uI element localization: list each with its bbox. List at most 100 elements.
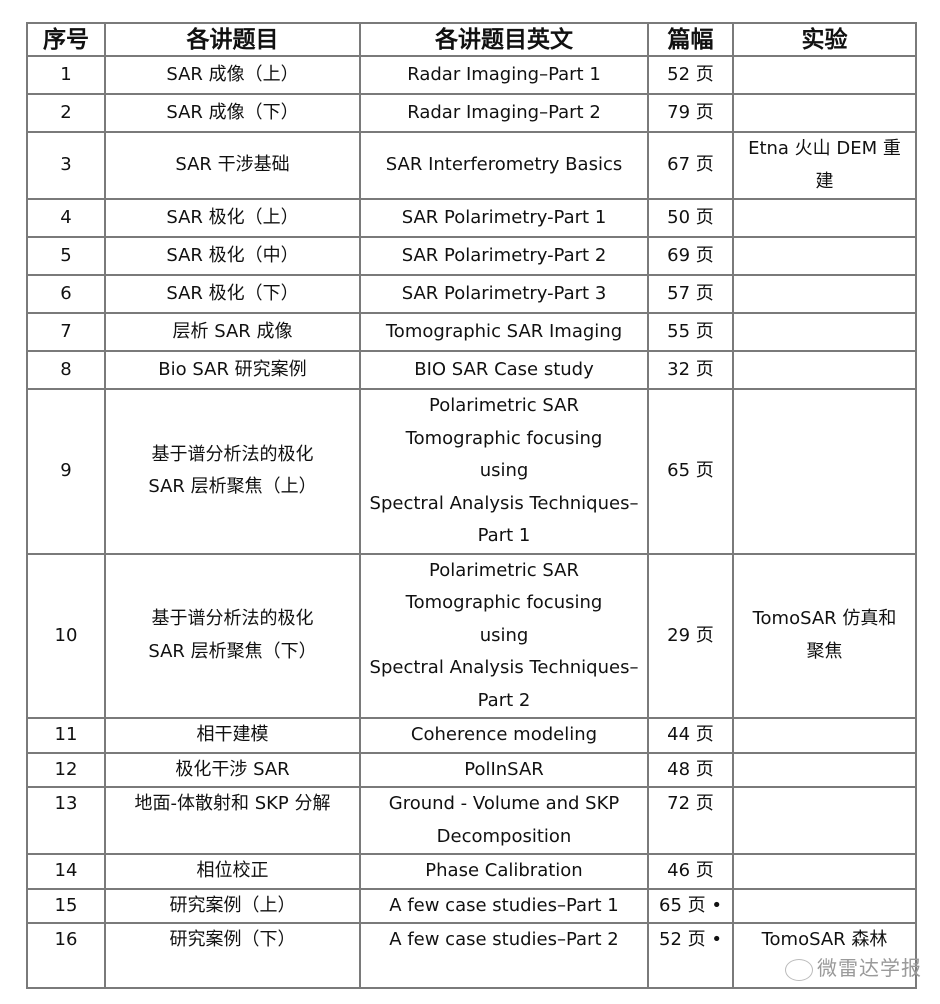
cell-line: SAR 极化（中） [166,244,299,266]
cell-line: SAR Polarimetry-Part 1 [401,206,607,228]
cell-no: 8 [26,350,106,390]
table-row: 10 基于谱分析法的极化 SAR 层析聚焦（下） Polarimetric SAR To… [26,552,917,719]
cell-line: A few case studies–Part 2 [389,929,619,950]
cell-title-cn: SAR 极化（下） [104,274,361,314]
cell-title-en: PolInSAR [359,751,649,788]
cell-line: 地面-体散射和 SKP 分解 [134,793,331,814]
cell-lab [732,274,917,314]
cell-no: 12 [26,751,106,788]
cell-lab [732,786,917,855]
cell-line: 研究案例（上） [169,894,296,916]
cell-no: 4 [26,198,106,238]
cell-title-cn: SAR 极化（上） [104,198,361,238]
cell-no: 9 [26,388,106,555]
table-row: 4 SAR 极化（上） SAR Polarimetry-Part 1 50 页 [26,198,917,238]
cell-title-en: SAR Polarimetry-Part 2 [359,236,649,276]
cell-no: 13 [26,786,106,855]
cell-no: 16 [26,922,106,989]
cell-line: 层析 SAR 成像 [172,320,293,342]
watermark: 微雷达学报 [785,952,922,981]
cell-title-en: Coherence modeling [359,717,649,754]
cell-line: 相干建模 [196,724,269,745]
wechat-icon [785,958,813,981]
cell-title-en: Radar Imaging–Part 2 [359,93,649,133]
cell-title-cn: SAR 极化（中） [104,236,361,276]
cell-pages: 44 页 [647,717,734,754]
cell-line: Radar Imaging–Part 2 [407,101,601,123]
cell-no: 3 [26,131,106,200]
cell-line: PolInSAR [464,758,544,780]
cell-title-en: Radar Imaging–Part 1 [359,55,649,95]
cell-line: Phase Calibration [425,860,583,881]
cell-pages: 50 页 [647,198,734,238]
table-row: 14 相位校正 Phase Calibration 46 页 [26,853,917,890]
cell-line: SAR Polarimetry-Part 3 [401,282,607,304]
cell-title-cn: SAR 成像（上） [104,55,361,95]
cell-title-en: SAR Polarimetry-Part 1 [359,198,649,238]
cell-line: 基于谱分析法的极化 [151,443,314,465]
cell-line: using [479,460,529,481]
cell-title-en: Polarimetric SAR Tomographic focusing usin… [359,552,649,719]
cell-pages: 72 页 [647,786,734,855]
cell-lab [732,312,917,352]
cell-title-en: SAR Interferometry Basics [359,131,649,200]
cell-lab [732,887,917,924]
cell-title-cn: 研究案例（下） [104,922,361,989]
cell-title-en: BIO SAR Case study [359,350,649,390]
cell-lab [732,93,917,133]
cell-line: 聚焦 [806,640,843,662]
cell-title-cn: 相干建模 [104,717,361,754]
cell-title-cn: 基于谱分析法的极化 SAR 层析聚焦（上） [104,388,361,555]
cell-pages: 65 页 [647,388,734,555]
cell-pages: 67 页 [647,131,734,200]
cell-title-en: Tomographic SAR Imaging [359,312,649,352]
cell-line: Spectral Analysis Techniques– [369,657,639,678]
cell-no: 6 [26,274,106,314]
cell-line: 基于谱分析法的极化 [151,608,314,630]
cell-line: A few case studies–Part 1 [389,894,619,916]
table-row: 3 SAR 干涉基础 SAR Interferometry Basics 67 页 Et… [26,131,917,200]
cell-no: 5 [26,236,106,276]
cell-line: Part 1 [477,525,531,546]
table-row: 5 SAR 极化（中） SAR Polarimetry-Part 2 69 页 [26,236,917,276]
cell-lab: TomoSAR 仿真和 聚焦 [732,552,917,719]
cell-line: SAR 干涉基础 [175,154,290,176]
table-row: 1 SAR 成像（上） Radar Imaging–Part 1 52 页 [26,55,917,95]
cell-no: 7 [26,312,106,352]
cell-pages: 79 页 [647,93,734,133]
cell-title-cn: SAR 成像（下） [104,93,361,133]
cell-lab: TomoSAR 森林 [732,922,917,989]
cell-title-en: Phase Calibration [359,853,649,890]
cell-no: 2 [26,93,106,133]
course-table: 序号 各讲题目 各讲题目英文 篇幅 实验 1 SAR 成像（上） Radar Ima… [26,22,917,989]
cell-line: Radar Imaging–Part 1 [407,63,601,85]
table-row: 6 SAR 极化（下） SAR Polarimetry-Part 3 57 页 [26,274,917,314]
cell-line: BIO SAR Case study [414,358,594,380]
cell-line: 相位校正 [196,860,269,881]
cell-lab: Etna 火山 DEM 重建 [732,131,917,200]
cell-title-cn: 基于谱分析法的极化 SAR 层析聚焦（下） [104,552,361,719]
cell-line: 研究案例（下） [169,929,296,950]
cell-pages: 69 页 [647,236,734,276]
table-row: 15 研究案例（上） A few case studies–Part 1 65 页 • [26,887,917,924]
cell-title-en: SAR Polarimetry-Part 3 [359,274,649,314]
cell-title-cn: Bio SAR 研究案例 [104,350,361,390]
cell-title-cn: 相位校正 [104,853,361,890]
cell-lab [732,751,917,788]
cell-no: 14 [26,853,106,890]
cell-title-cn: 层析 SAR 成像 [104,312,361,352]
cell-line: Polarimetric SAR [429,395,579,416]
table-row: 16 研究案例（下） A few case studies–Part 2 52 页 •… [26,922,917,989]
cell-lab [732,350,917,390]
cell-line: Polarimetric SAR [429,559,579,581]
table-row: 12 极化干涉 SAR PolInSAR 48 页 [26,751,917,788]
cell-pages: 65 页 • [647,887,734,924]
cell-line: Tomographic focusing [405,427,603,449]
header-lab: 实验 [732,22,917,57]
header-title-en: 各讲题目英文 [359,22,649,57]
cell-pages: 32 页 [647,350,734,390]
cell-pages: 29 页 [647,552,734,719]
table-row: 7 层析 SAR 成像 Tomographic SAR Imaging 55 页 [26,312,917,352]
table-row: 13 地面-体散射和 SKP 分解 Ground - Volume and SKP D… [26,786,917,855]
cell-pages: 55 页 [647,312,734,352]
